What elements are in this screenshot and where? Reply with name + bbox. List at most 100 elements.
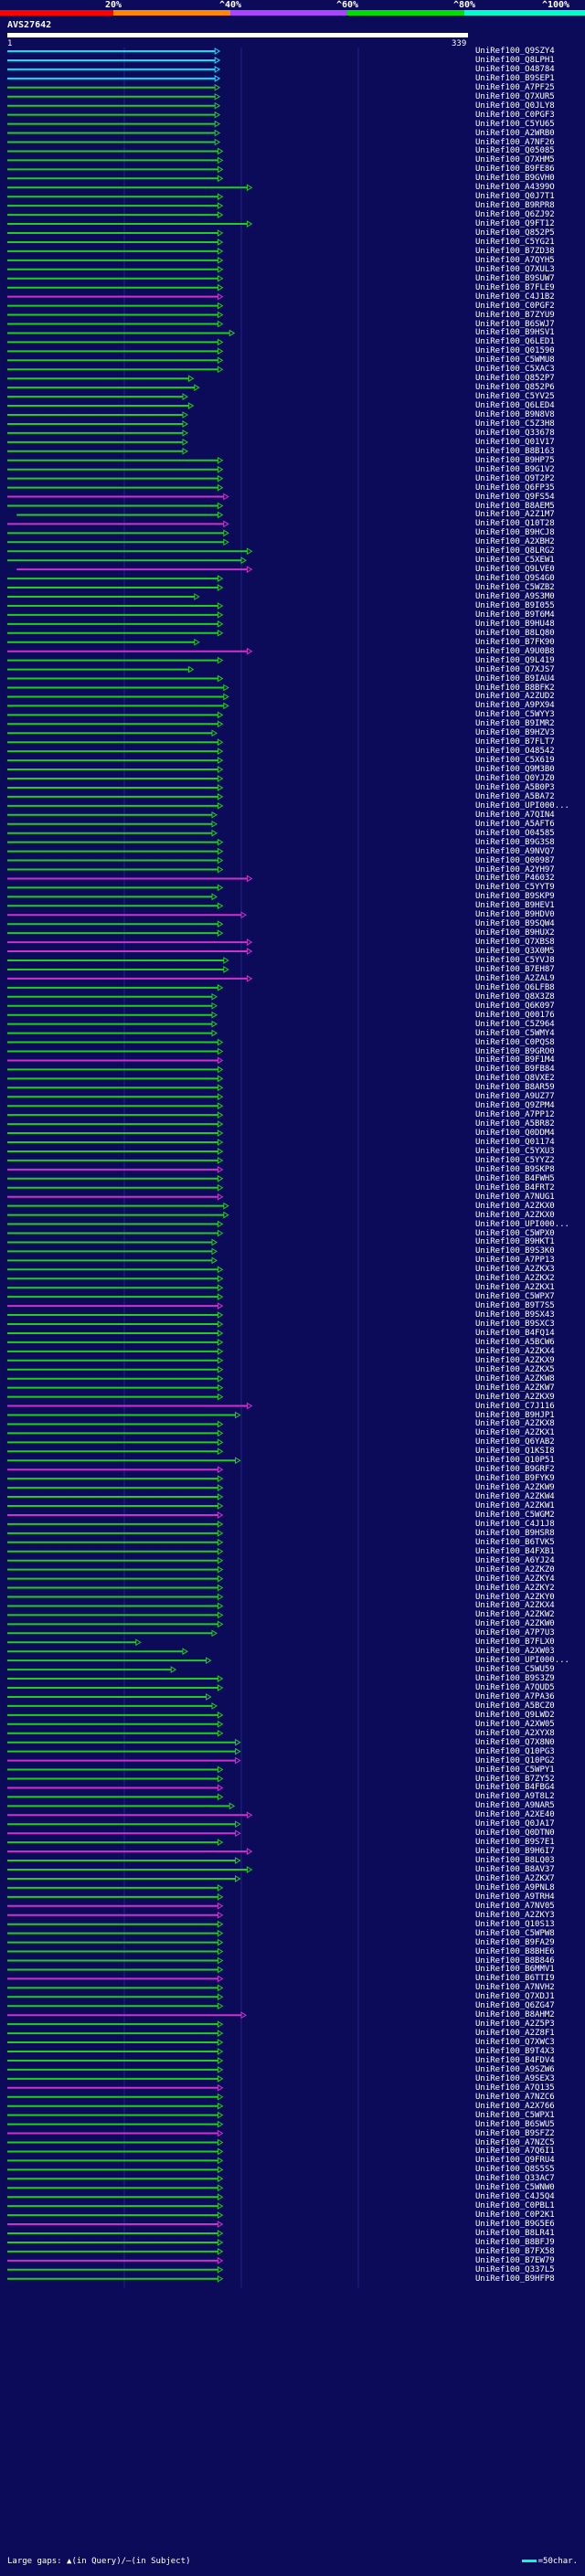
hit-label[interactable]: UniRef100_B7FLE9 (475, 282, 555, 292)
hit-label[interactable]: UniRef100_C5YYZ2 (475, 1155, 555, 1165)
hit-label[interactable]: UniRef100_A2Z5P3 (475, 2019, 555, 2030)
hit-label[interactable]: UniRef100_A9SZW6 (475, 2064, 555, 2074)
hit-label[interactable]: UniRef100_Q337L5 (475, 2264, 555, 2274)
hit-label[interactable]: UniRef100_A7NV05 (475, 1901, 555, 1911)
hit-label[interactable]: UniRef100_B9HKT1 (475, 1237, 555, 1247)
hit-label[interactable]: UniRef100_Q852P5 (475, 228, 555, 238)
hit-label[interactable]: UniRef100_C5XEW1 (475, 556, 555, 566)
hit-label[interactable]: UniRef100_Q7XUL3 (475, 264, 555, 274)
hit-label[interactable]: UniRef100_A2ZKX0 (475, 1201, 555, 1211)
hit-label[interactable]: UniRef100_A5AFT6 (475, 819, 555, 829)
hit-label[interactable]: UniRef100_A9T8L2 (475, 1792, 555, 1802)
hit-label[interactable]: UniRef100_B9S7E1 (475, 1838, 555, 1848)
hit-label[interactable]: UniRef100_B9SKP8 (475, 1164, 555, 1174)
hit-label[interactable]: UniRef100_Q33678 (475, 428, 555, 438)
hit-label[interactable]: UniRef100_Q0DTN0 (475, 1829, 555, 1839)
hit-label[interactable]: UniRef100_B9SEP1 (475, 73, 555, 83)
hit-label[interactable]: UniRef100_A7PP13 (475, 1256, 555, 1266)
hit-label[interactable]: UniRef100_A2Z1M7 (475, 510, 555, 520)
hit-label[interactable]: UniRef100_C5WMY4 (475, 1028, 555, 1038)
hit-label[interactable]: UniRef100_A7QIN4 (475, 810, 555, 820)
hit-label[interactable]: UniRef100_C5WPW8 (475, 1928, 555, 1938)
hit-label[interactable]: UniRef100_A7P7U3 (475, 1628, 555, 1638)
hit-label[interactable]: UniRef100_Q01174 (475, 1138, 555, 1147)
hit-label[interactable]: UniRef100_A2ZUD2 (475, 692, 555, 702)
hit-label[interactable]: UniRef100_A2ZKX3 (475, 1265, 555, 1275)
hit-label[interactable]: UniRef100_C5X619 (475, 756, 555, 766)
hit-label[interactable]: UniRef100_A2XW03 (475, 1647, 555, 1657)
hit-label[interactable]: UniRef100_C0PGF2 (475, 301, 555, 311)
hit-label[interactable]: UniRef100_A9SEX3 (475, 2073, 555, 2083)
hit-label[interactable]: UniRef100_A7Q135 (475, 2083, 555, 2093)
hit-label[interactable]: UniRef100_Q0JLY8 (475, 101, 555, 111)
hit-label[interactable]: UniRef100_Q7XJS7 (475, 664, 555, 674)
hit-label[interactable]: UniRef100_B8AHM2 (475, 2010, 555, 2020)
hit-label[interactable]: UniRef100_A9PX94 (475, 701, 555, 711)
hit-label[interactable]: UniRef100_C5WPX1 (475, 2110, 555, 2120)
hit-label[interactable]: UniRef100_C5WZB2 (475, 583, 555, 593)
hit-label[interactable]: UniRef100_Q8LPH1 (475, 55, 555, 65)
hit-label[interactable]: UniRef100_B6SWJ7 (475, 319, 555, 329)
hit-label[interactable]: UniRef100_Q8LRG2 (475, 546, 555, 557)
hit-label[interactable]: UniRef100_A2ZKY0 (475, 1592, 555, 1602)
hit-label[interactable]: UniRef100_B8LR41 (475, 2229, 555, 2238)
hit-label[interactable]: UniRef100_A7NZC5 (475, 2137, 555, 2147)
hit-label[interactable]: UniRef100_Q0J7T1 (475, 192, 555, 202)
hit-label[interactable]: UniRef100_Q6K097 (475, 1001, 555, 1011)
hit-label[interactable]: UniRef100_Q8VXE2 (475, 1074, 555, 1084)
hit-label[interactable]: UniRef100_B7FLT7 (475, 737, 555, 747)
hit-label[interactable]: UniRef100_A2ZKW4 (475, 1492, 555, 1502)
hit-label[interactable]: UniRef100_Q6ZJ92 (475, 210, 555, 220)
hit-label[interactable]: UniRef100_C5Z964 (475, 1019, 555, 1029)
hit-label[interactable]: UniRef100_B8B163 (475, 446, 555, 456)
hit-label[interactable]: UniRef100_Q7XBS8 (475, 938, 555, 948)
hit-label[interactable]: UniRef100_B9I055 (475, 600, 555, 610)
hit-label[interactable]: UniRef100_B8AEM5 (475, 501, 555, 511)
hit-label[interactable]: UniRef100_Q10S13 (475, 1919, 555, 1929)
hit-label[interactable]: UniRef100_B4FRT2 (475, 1182, 555, 1193)
hit-label[interactable]: UniRef100_A2ZKX0 (475, 1210, 555, 1220)
hit-label[interactable]: UniRef100_B9RPR8 (475, 201, 555, 211)
hit-label[interactable]: UniRef100_A2ZKX4 (475, 1346, 555, 1356)
hit-label[interactable]: UniRef100_C5WPX0 (475, 1228, 555, 1238)
hit-label[interactable]: UniRef100_Q01V17 (475, 437, 555, 447)
hit-label[interactable]: UniRef100_B7FK90 (475, 637, 555, 647)
hit-label[interactable]: UniRef100_A9PNL8 (475, 1882, 555, 1892)
hit-label[interactable]: UniRef100_B9F1M4 (475, 1055, 555, 1065)
hit-label[interactable]: UniRef100_B9SXC3 (475, 1320, 555, 1329)
hit-label[interactable]: UniRef100_A5BA72 (475, 791, 555, 801)
hit-label[interactable]: UniRef100_B7FX58 (475, 2246, 555, 2256)
hit-label[interactable]: UniRef100_A7NF26 (475, 137, 555, 147)
hit-label[interactable]: UniRef100_B9IMR2 (475, 719, 555, 729)
hit-label[interactable]: UniRef100_A2ZKX7 (475, 1873, 555, 1883)
hit-label[interactable]: UniRef100_B8BHE6 (475, 1946, 555, 1956)
hit-label[interactable]: UniRef100_C0PQS8 (475, 1037, 555, 1047)
hit-label[interactable]: UniRef100_B8LQ03 (475, 1856, 555, 1866)
hit-label[interactable]: UniRef100_B9GRF2 (475, 1465, 555, 1475)
hit-label[interactable]: UniRef100_A2WRB0 (475, 128, 555, 138)
hit-label[interactable]: UniRef100_A2ZKX9 (475, 1392, 555, 1402)
hit-label[interactable]: UniRef100_A7QYH5 (475, 255, 555, 265)
hit-label[interactable]: UniRef100_A4399O (475, 183, 555, 193)
hit-label[interactable]: UniRef100_B7ZD38 (475, 246, 555, 256)
hit-label[interactable]: UniRef100_Q7XWC3 (475, 2038, 555, 2048)
hit-label[interactable]: UniRef100_B9HFP8 (475, 2274, 555, 2284)
hit-label[interactable]: UniRef100_B6TTI9 (475, 1974, 555, 1984)
hit-label[interactable]: UniRef100_A5B0P3 (475, 782, 555, 792)
hit-label[interactable]: UniRef100_B9IAU4 (475, 673, 555, 684)
hit-label[interactable]: UniRef100_UPI000... (475, 1219, 569, 1229)
hit-label[interactable]: UniRef100_B9FA29 (475, 1937, 555, 1947)
hit-label[interactable]: UniRef100_Q9S4G0 (475, 574, 555, 584)
hit-label[interactable]: UniRef100_B8BFJ9 (475, 2237, 555, 2247)
hit-label[interactable]: UniRef100_Q00176 (475, 1010, 555, 1020)
hit-label[interactable]: UniRef100_B9HSR8 (475, 1528, 555, 1538)
hit-label[interactable]: UniRef100_Q9FT12 (475, 219, 555, 229)
hit-label[interactable]: UniRef100_B6MMV1 (475, 1965, 555, 1975)
hit-label[interactable]: UniRef100_B9FB84 (475, 1065, 555, 1075)
hit-label[interactable]: UniRef100_UPI000... (475, 800, 569, 811)
hit-label[interactable]: UniRef100_UPI000... (475, 1656, 569, 1666)
hit-label[interactable]: UniRef100_B9SUW7 (475, 273, 555, 283)
hit-label[interactable]: UniRef100_C5YV25 (475, 392, 555, 402)
hit-label[interactable]: UniRef100_B9SFZ2 (475, 2128, 555, 2138)
hit-label[interactable]: UniRef100_A9UZ77 (475, 1092, 555, 1102)
